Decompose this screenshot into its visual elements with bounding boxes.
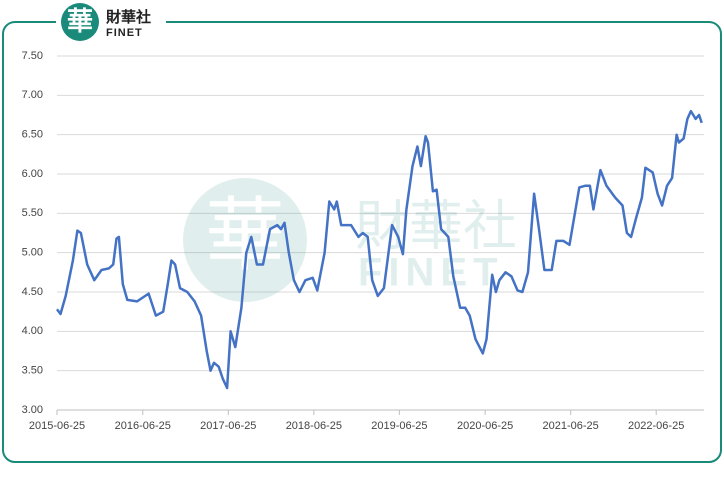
x-tick-label: 2019-06-25 xyxy=(371,420,427,432)
x-tick-label: 2016-06-25 xyxy=(115,420,171,432)
y-tick-label: 4.50 xyxy=(22,286,43,298)
watermark-latin: FINET xyxy=(358,251,504,295)
y-tick-label: 5.50 xyxy=(22,207,43,219)
x-tick-label: 2017-06-25 xyxy=(200,420,256,432)
y-tick-label: 5.00 xyxy=(22,247,43,259)
watermark-circle xyxy=(183,178,307,302)
x-tick-label: 2021-06-25 xyxy=(543,420,599,432)
logo-circle xyxy=(61,3,99,41)
y-tick-label: 6.00 xyxy=(22,168,43,180)
x-tick-label: 2018-06-25 xyxy=(286,420,342,432)
watermark-name: 財華社 xyxy=(355,196,517,256)
frame xyxy=(2,21,722,463)
y-tick-label: 6.50 xyxy=(22,129,43,141)
logo-latin: FINET xyxy=(106,27,143,39)
y-tick-label: 3.50 xyxy=(22,365,43,377)
logo-name: 財華社 xyxy=(105,8,151,26)
y-tick-label: 3.00 xyxy=(22,404,43,416)
watermark: 華 財華社 FINET xyxy=(183,178,517,302)
x-tick-label: 2020-06-25 xyxy=(457,420,513,432)
y-tick-label: 7.00 xyxy=(22,89,43,101)
y-tick-label: 4.00 xyxy=(22,325,43,337)
logo-glyph: 華 xyxy=(67,6,93,36)
x-tick-label: 2015-06-25 xyxy=(29,420,85,432)
y-tick-label: 7.50 xyxy=(22,50,43,62)
data-line xyxy=(55,109,703,390)
x-tick-label: 2022-06-25 xyxy=(628,420,684,432)
